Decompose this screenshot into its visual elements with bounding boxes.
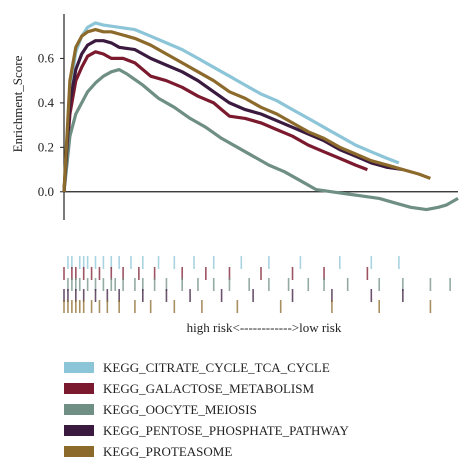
risk-axis-label: high risk<------------>low risk (187, 320, 342, 335)
y-axis-label: Enrichment_Score (10, 55, 25, 152)
enrichment-lines (62, 21, 459, 212)
gene-hit-bands (63, 256, 451, 313)
series-line-kegg-citrate-cycle-tca-cycle (62, 21, 400, 192)
legend-swatch (64, 383, 94, 394)
legend: KEGG_CITRATE_CYCLE_TCA_CYCLE KEGG_GALACTO… (64, 360, 349, 459)
legend-label: KEGG_CITRATE_CYCLE_TCA_CYCLE (103, 360, 330, 375)
legend-swatch (64, 404, 94, 415)
series-line-kegg-pentose-phosphate-pathway (62, 39, 404, 192)
legend-label: KEGG_OOCYTE_MEIOSIS (103, 402, 257, 417)
legend-label: KEGG_PENTOSE_PHOSPHATE_PATHWAY (103, 423, 349, 438)
series-line-kegg-oocyte-meiosis (62, 67, 459, 212)
hit-band-kegg-citrate-cycle-tca-cycle (67, 256, 400, 269)
legend-label: KEGG_GALACTOSE_METABOLISM (103, 381, 314, 396)
hit-band-kegg-proteasome (63, 300, 432, 313)
legend-swatch (64, 446, 94, 457)
series-line-kegg-proteasome (62, 28, 431, 192)
y-tick-label: 0.0 (38, 184, 54, 199)
hit-band-kegg-galactose-metabolism (63, 267, 369, 280)
hit-band-kegg-pentose-phosphate-pathway (63, 289, 404, 302)
y-tick-label: 0.2 (38, 139, 54, 154)
hit-band-kegg-oocyte-meiosis (67, 278, 451, 291)
legend-swatch (64, 362, 94, 373)
enrichment-plot: 0.0 0.2 0.4 0.6 Enrichment_Score (10, 14, 459, 220)
legend-label: KEGG_PROTEASOME (103, 444, 232, 459)
y-ticks: 0.0 0.2 0.4 0.6 (38, 50, 64, 199)
series-line-kegg-galactose-metabolism (62, 50, 368, 192)
y-tick-label: 0.6 (38, 50, 55, 65)
y-tick-label: 0.4 (38, 95, 55, 110)
legend-swatch (64, 425, 94, 436)
